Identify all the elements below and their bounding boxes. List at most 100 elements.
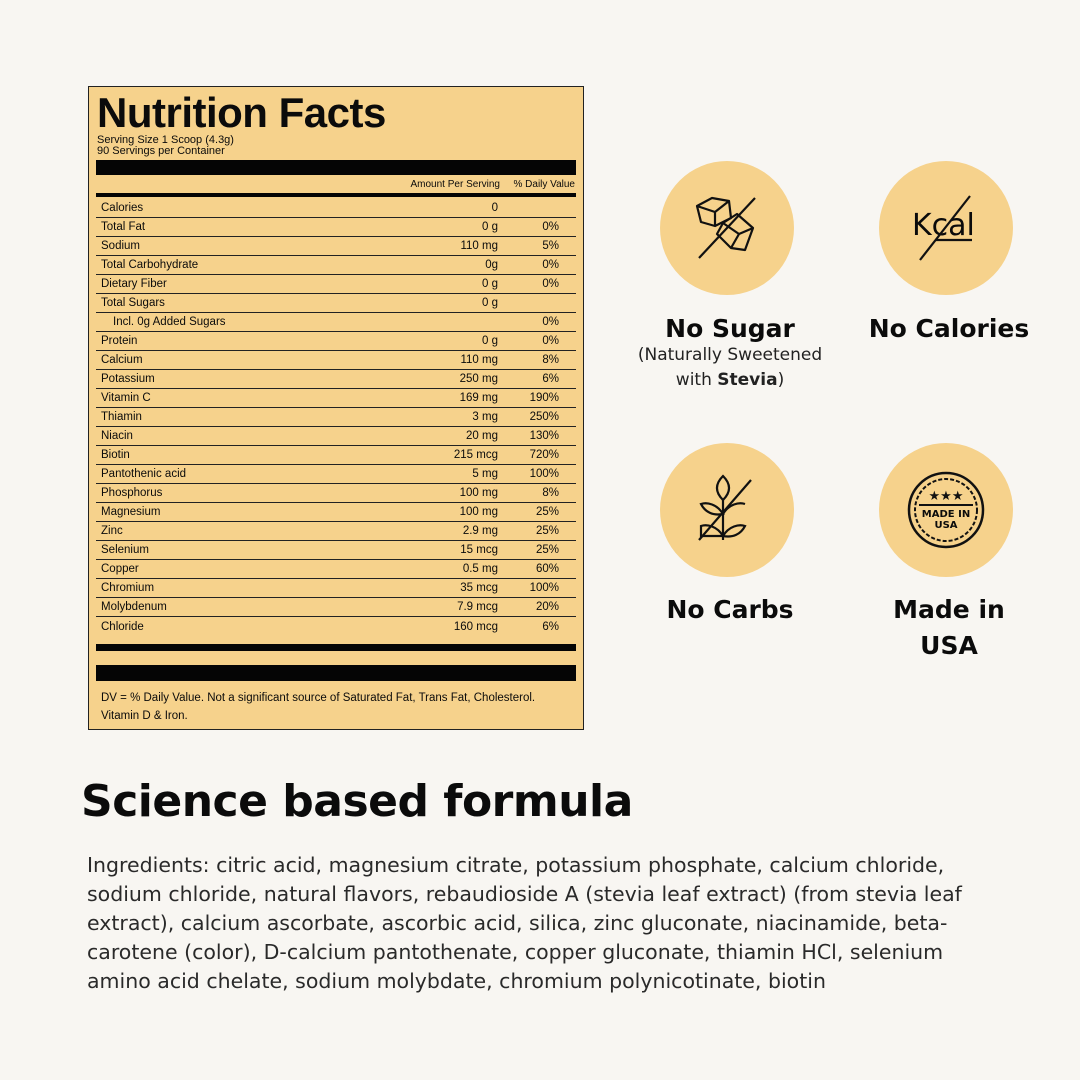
nutrient-amount: 0 g (482, 221, 498, 233)
thick-divider (96, 160, 576, 175)
nutrient-amount: 35 mcg (460, 582, 498, 594)
nutrient-name: Zinc (101, 525, 123, 537)
dv-header: % Daily Value (513, 179, 575, 190)
nutrient-amount: 0 g (482, 297, 498, 309)
usa-text: USA (920, 631, 978, 660)
nutrient-name: Total Carbohydrate (101, 259, 199, 271)
nutrient-dv: 0% (542, 278, 559, 290)
nutrient-name: Biotin (101, 449, 130, 461)
nutrient-row: Phosphorus 100 mg 8% (96, 484, 576, 503)
sugar-cubes-crossed-icon (660, 161, 794, 295)
nutrient-amount: 7.9 mcg (457, 601, 498, 613)
nutrient-row: Calories 0 (96, 199, 576, 218)
nutrient-dv: 0% (542, 335, 559, 347)
nutrient-name: Incl. 0g Added Sugars (113, 316, 226, 328)
nutrient-dv: 250% (529, 411, 559, 423)
nutrient-row: Pantothenic acid 5 mg 100% (96, 465, 576, 484)
nutrient-row: Magnesium 100 mg 25% (96, 503, 576, 522)
thick-divider-bottom (96, 665, 576, 681)
nutrient-name: Magnesium (101, 506, 161, 518)
nutrient-table: Calories 0 Total Fat 0 g 0% Sodium 110 mg 5% Tot… (96, 199, 576, 636)
nutrient-amount: 250 mg (459, 373, 498, 385)
kcal-text: Kcal (912, 208, 975, 243)
nutrient-amount: 169 mg (459, 392, 498, 404)
bottom-divider (96, 644, 576, 651)
sub-text: with (675, 370, 718, 390)
seal-text-2: USA (934, 520, 958, 531)
nutrient-row: Potassium 250 mg 6% (96, 370, 576, 389)
no-carbs-label: No Carbs (666, 595, 794, 624)
nutrient-name: Molybdenum (101, 601, 167, 613)
serving-size: Serving Size 1 Scoop (4.3g) (97, 134, 234, 146)
nutrient-name: Total Fat (101, 221, 146, 233)
nutrient-name: Potassium (101, 373, 155, 385)
nutrient-amount: 20 mg (466, 430, 498, 442)
nutrient-row: Copper 0.5 mg 60% (96, 560, 576, 579)
footnote-line-2: Vitamin D & Iron. (101, 710, 188, 722)
nutrient-name: Dietary Fiber (101, 278, 167, 290)
nutrient-amount: 0 (491, 202, 498, 214)
made-in-usa-label: Made in USA (839, 592, 1059, 664)
wheat-crossed-icon (660, 443, 794, 577)
nutrient-dv: 130% (529, 430, 559, 442)
nutrient-row: Vitamin C 169 mg 190% (96, 389, 576, 408)
nutrient-row: Total Fat 0 g 0% (96, 218, 576, 237)
nutrient-name: Selenium (101, 544, 149, 556)
nutrition-facts-label: Nutrition Facts Serving Size 1 Scoop (4.… (88, 86, 584, 730)
nutrient-name: Calories (101, 202, 144, 214)
nutrient-amount: 100 mg (459, 506, 498, 518)
nutrient-name: Vitamin C (101, 392, 151, 404)
nutrient-name: Chromium (101, 582, 155, 594)
nutrient-dv: 720% (529, 449, 559, 461)
nutrient-row: Sodium 110 mg 5% (96, 237, 576, 256)
nutrient-name: Chloride (101, 620, 144, 633)
nutrient-name: Phosphorus (101, 487, 163, 499)
nutrient-dv: 25% (535, 525, 559, 537)
nutrient-amount: 0 g (482, 335, 498, 347)
made-in-usa-seal-icon: ★★★ MADE IN USA (879, 443, 1013, 577)
nutrient-row: Protein 0 g 0% (96, 332, 576, 351)
nutrient-row: Biotin 215 mcg 720% (96, 446, 576, 465)
svg-text:★★★: ★★★ (929, 489, 964, 504)
sub-text-end: ) (777, 370, 785, 390)
nutrient-dv: 8% (542, 487, 559, 499)
nutrient-name: Calcium (101, 354, 143, 366)
footnote: DV = % Daily Value. Not a significant so… (101, 689, 535, 725)
header-divider (96, 193, 576, 197)
nutrient-amount: 2.9 mg (462, 525, 498, 537)
nutrient-amount: 110 mg (460, 240, 498, 252)
nutrient-row: Incl. 0g Added Sugars 0% (96, 313, 576, 332)
nutrient-row: Chromium 35 mcg 100% (96, 579, 576, 598)
nutrient-row: Selenium 15 mcg 25% (96, 541, 576, 560)
nutrient-dv: 20% (535, 601, 559, 613)
section-heading: Science based formula (81, 776, 633, 827)
nutrient-row: Chloride 160 mcg 6% (96, 617, 576, 636)
no-sugar-label: No Sugar (665, 314, 795, 343)
nutrient-amount: 0.5 mg (462, 563, 498, 575)
nutrient-name: Total Sugars (101, 297, 165, 309)
nutrient-dv: 6% (542, 620, 559, 633)
nutrient-name: Thiamin (101, 411, 142, 423)
nutrient-amount: 15 mcg (460, 544, 498, 556)
kcal-crossed-icon: Kcal (879, 161, 1013, 295)
servings-per-container: 90 Servings per Container (97, 145, 225, 157)
nutrient-dv: 25% (535, 506, 559, 518)
nutrient-dv: 100% (529, 582, 559, 594)
no-calories-label: No Calories (868, 314, 1030, 343)
nutrient-name: Copper (101, 563, 139, 575)
nutrient-name: Niacin (101, 430, 133, 442)
nutrient-amount: 0 g (482, 278, 498, 290)
nutrient-amount: 160 mcg (453, 620, 498, 633)
nutrient-dv: 8% (542, 354, 559, 366)
nutrient-dv: 190% (529, 392, 559, 404)
nutrient-name: Sodium (101, 240, 140, 252)
no-sugar-sub-2: with Stevia) (620, 368, 840, 393)
nutrient-name: Pantothenic acid (101, 468, 187, 480)
nutrient-row: Thiamin 3 mg 250% (96, 408, 576, 427)
stevia-text: Stevia (717, 370, 778, 390)
nutrient-amount: 215 mcg (453, 449, 498, 461)
nutrient-row: Calcium 110 mg 8% (96, 351, 576, 370)
nutrient-row: Total Carbohydrate 0g 0% (96, 256, 576, 275)
nutrient-dv: 0% (542, 221, 559, 233)
nutrient-amount: 100 mg (459, 487, 498, 499)
